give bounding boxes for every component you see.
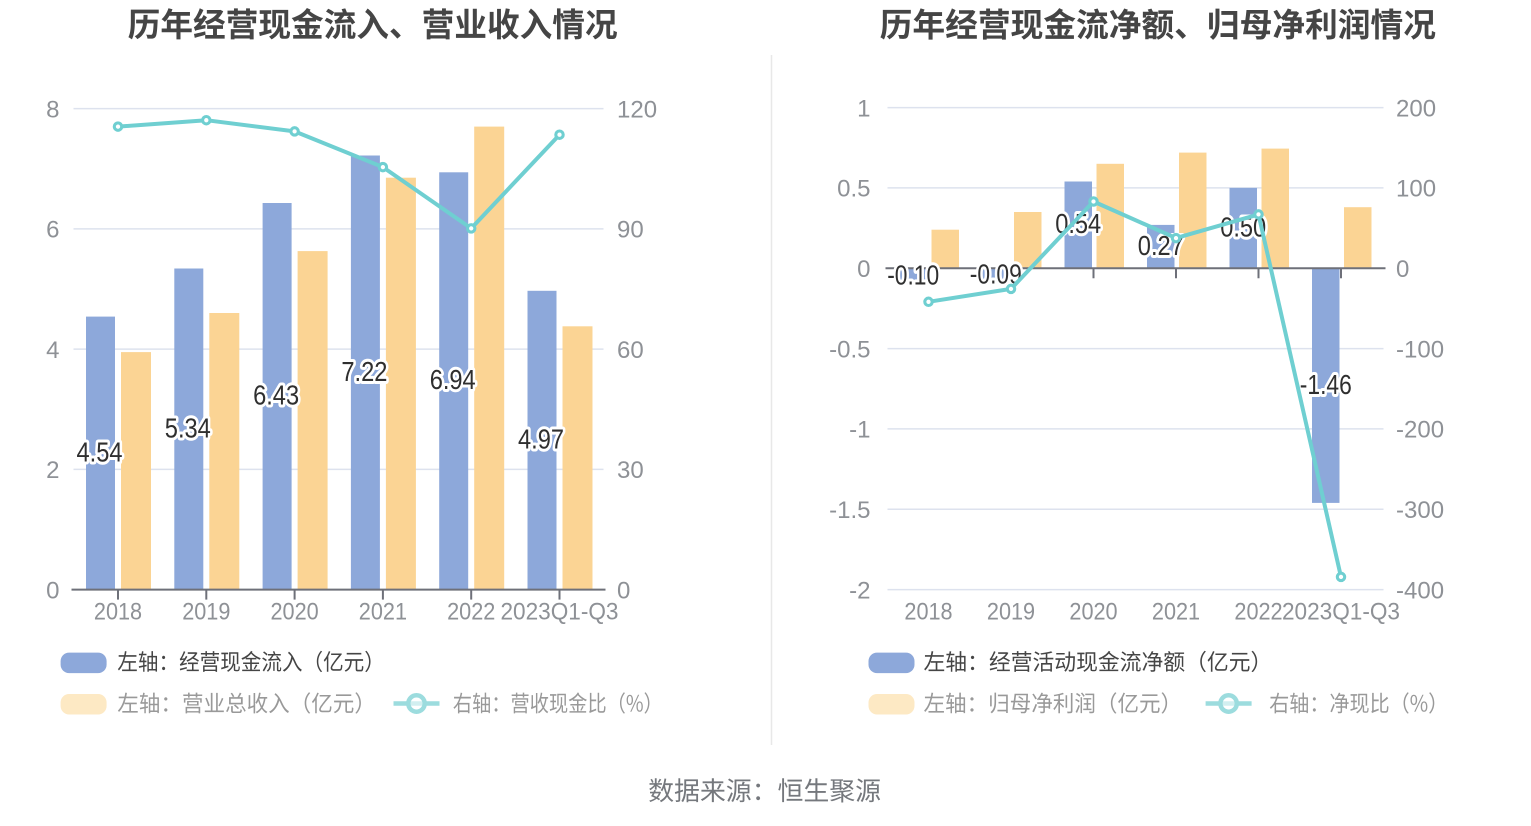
svg-text:6: 6 xyxy=(46,217,59,244)
svg-text:-2: -2 xyxy=(849,577,870,604)
svg-text:90: 90 xyxy=(617,217,644,244)
svg-text:2: 2 xyxy=(46,457,59,484)
svg-text:0.5: 0.5 xyxy=(837,176,870,203)
svg-text:7.22: 7.22 xyxy=(341,356,387,387)
svg-text:6.43: 6.43 xyxy=(253,380,299,411)
svg-text:2018: 2018 xyxy=(904,599,952,626)
svg-text:0: 0 xyxy=(857,256,870,283)
svg-text:-1.46: -1.46 xyxy=(1300,369,1352,400)
svg-text:2023Q1-Q3: 2023Q1-Q3 xyxy=(501,599,619,626)
svg-text:5.34: 5.34 xyxy=(165,412,211,443)
svg-text:30: 30 xyxy=(617,457,644,484)
svg-text:1: 1 xyxy=(857,95,870,122)
svg-text:2019: 2019 xyxy=(182,599,230,626)
svg-text:0: 0 xyxy=(46,577,59,604)
svg-text:-400: -400 xyxy=(1396,577,1444,604)
svg-text:2018: 2018 xyxy=(94,599,142,626)
svg-text:0: 0 xyxy=(617,577,630,604)
svg-text:4: 4 xyxy=(46,337,59,364)
svg-text:2020: 2020 xyxy=(1069,599,1117,626)
svg-text:100: 100 xyxy=(1396,176,1436,203)
svg-text:-0.5: -0.5 xyxy=(829,336,870,363)
svg-text:2019: 2019 xyxy=(987,599,1035,626)
svg-text:4.97: 4.97 xyxy=(518,423,564,454)
svg-text:60: 60 xyxy=(617,337,644,364)
svg-text:2023Q1-Q3: 2023Q1-Q3 xyxy=(1282,599,1400,626)
svg-text:4.54: 4.54 xyxy=(77,436,123,467)
svg-text:2022: 2022 xyxy=(447,599,495,626)
svg-text:2022: 2022 xyxy=(1234,599,1282,626)
svg-text:8: 8 xyxy=(46,96,59,123)
svg-text:-200: -200 xyxy=(1396,417,1444,444)
svg-text:2021: 2021 xyxy=(359,599,407,626)
svg-text:-300: -300 xyxy=(1396,497,1444,524)
svg-text:120: 120 xyxy=(617,96,657,123)
svg-text:-1: -1 xyxy=(849,417,870,444)
svg-text:0: 0 xyxy=(1396,256,1409,283)
svg-text:200: 200 xyxy=(1396,95,1436,122)
svg-text:-100: -100 xyxy=(1396,336,1444,363)
svg-text:-0.10: -0.10 xyxy=(887,260,939,291)
svg-text:2021: 2021 xyxy=(1152,599,1200,626)
svg-text:2020: 2020 xyxy=(271,599,319,626)
svg-text:-1.5: -1.5 xyxy=(829,497,870,524)
svg-text:6.94: 6.94 xyxy=(430,364,476,395)
